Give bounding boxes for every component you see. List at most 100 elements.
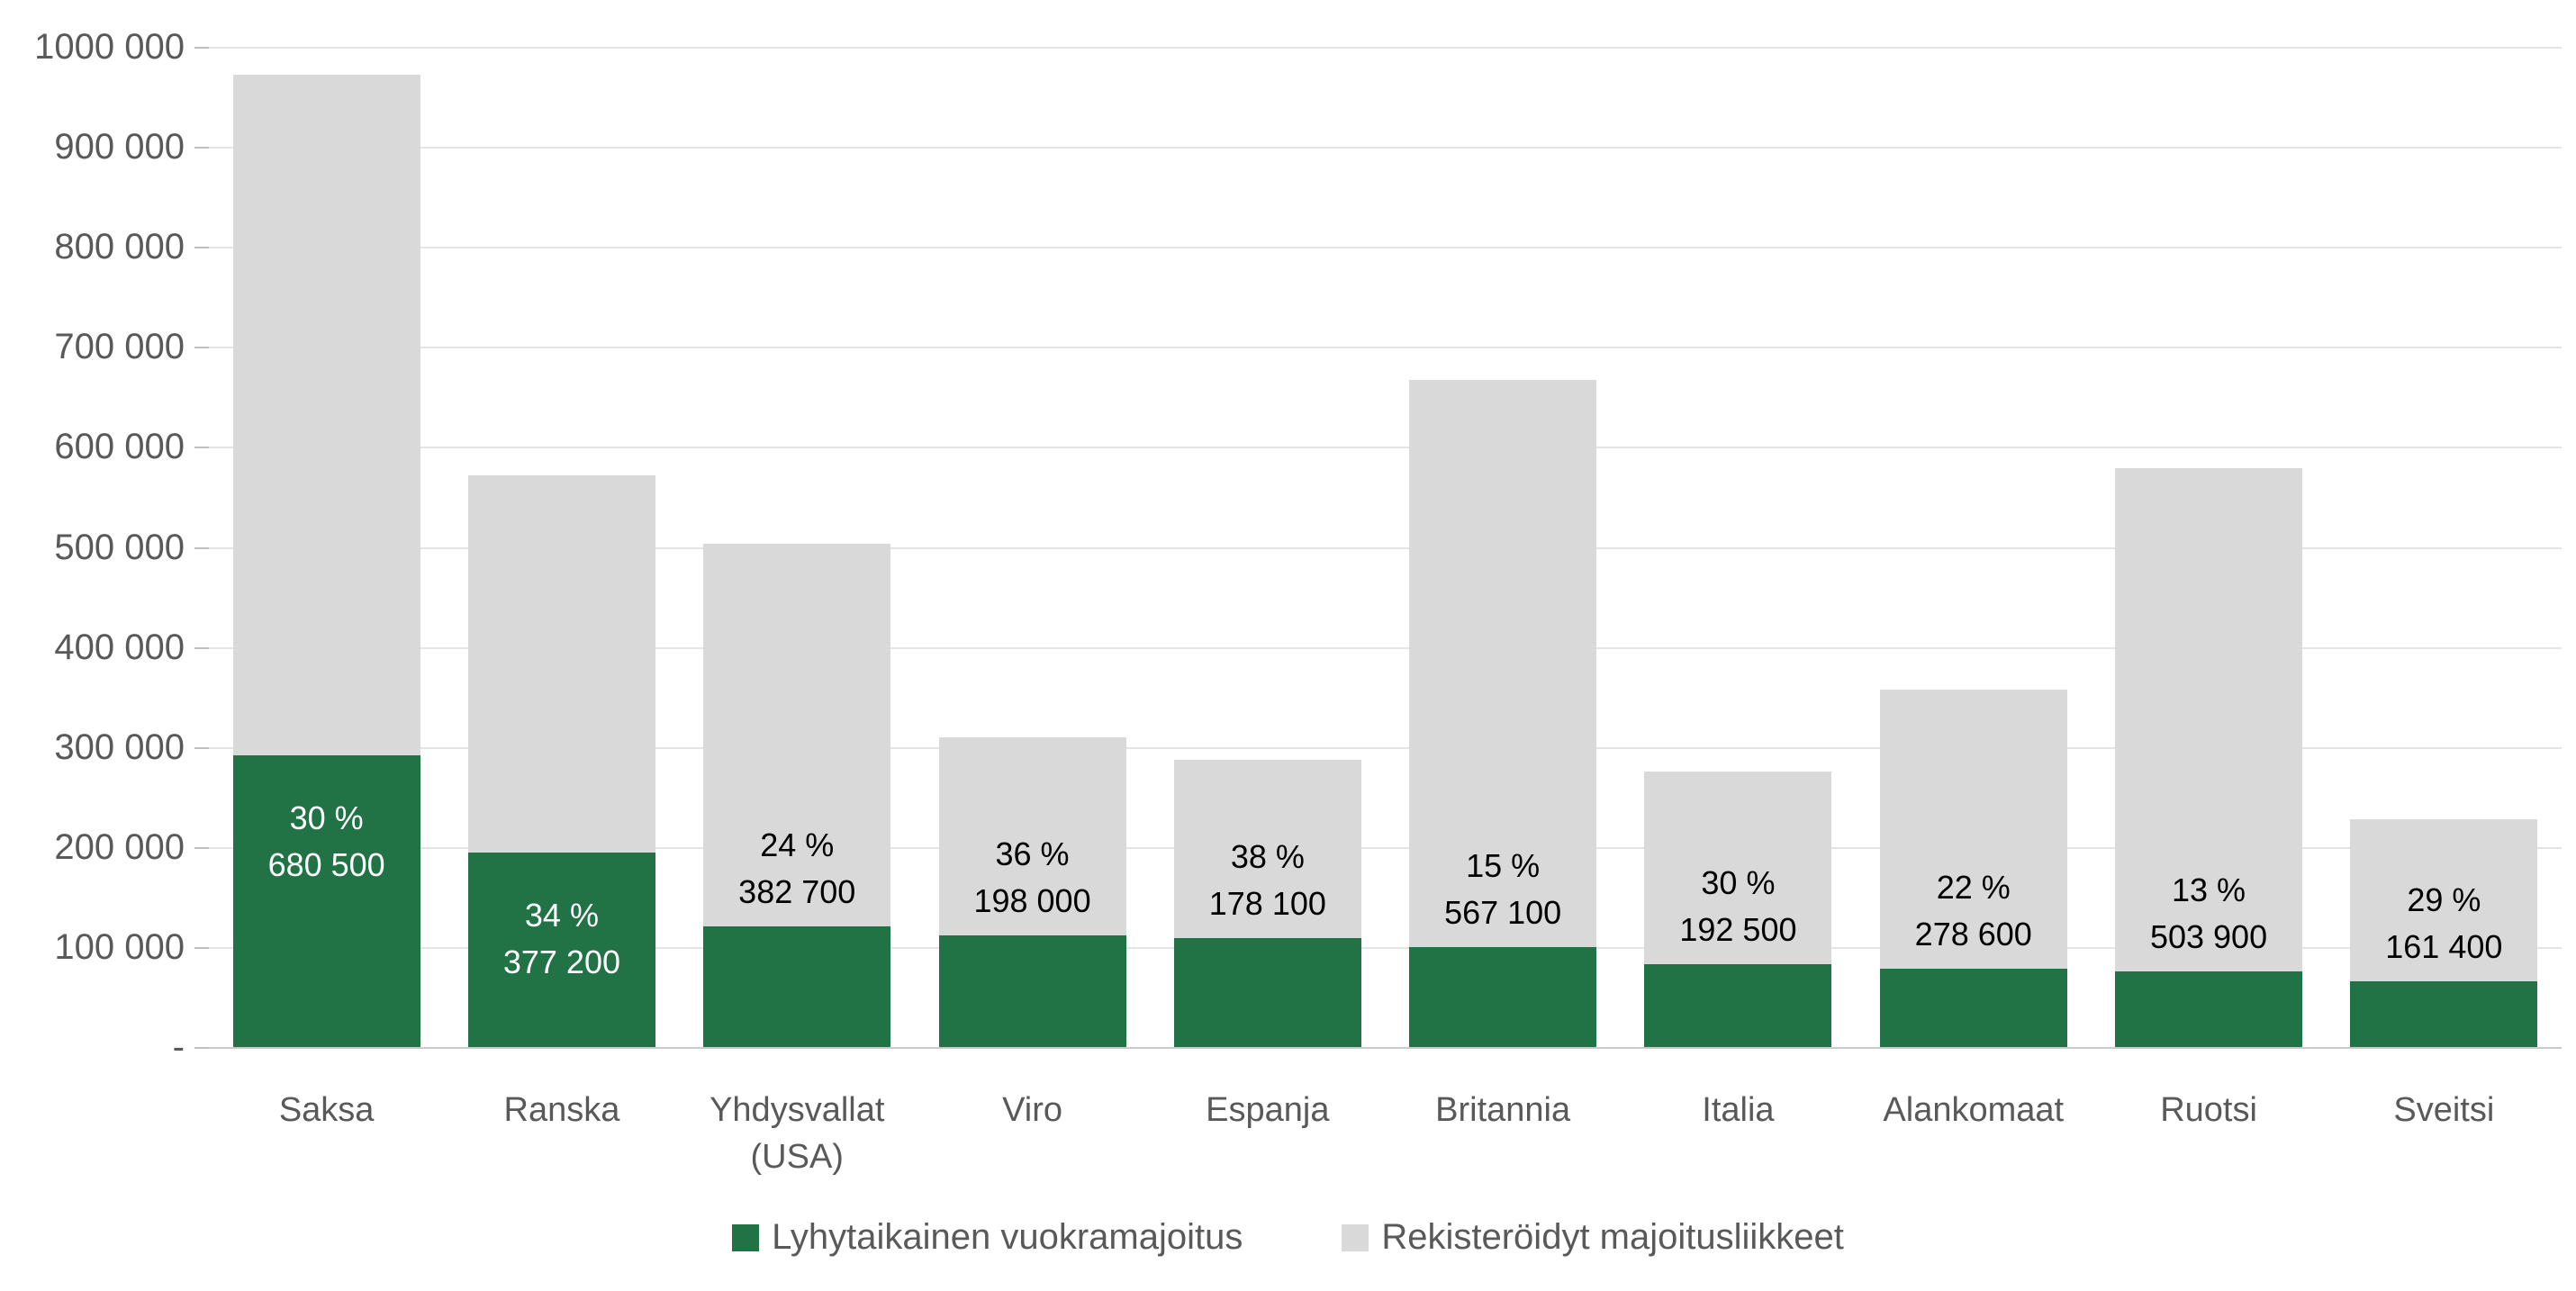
bar-label-value: 178 100 <box>1208 884 1326 922</box>
bar-segment-registered <box>1644 772 1832 965</box>
y-axis-tick-icon <box>194 1047 209 1049</box>
y-gridline <box>209 746 2562 749</box>
legend-label: Rekisteröidyt majoitusliikkeet <box>1381 1217 1844 1257</box>
bar-segment-registered <box>1879 690 2067 969</box>
legend-item-registered-accommodation: Rekisteröidyt majoitusliikkeet <box>1342 1217 1844 1258</box>
bar-segment-short-term <box>1409 946 1597 1047</box>
y-gridline <box>209 546 2562 549</box>
y-axis-label: 300 000 <box>54 727 185 767</box>
bar-data-label: 30 % 680 500 <box>219 795 435 889</box>
bar-label-value: 161 400 <box>2385 927 2503 965</box>
bar-group: 30 % 192 500 <box>1644 772 1832 1047</box>
bar-label-percent: 13 % <box>2172 871 2246 909</box>
bar-group: 36 % 198 000 <box>938 737 1126 1047</box>
x-axis-category-label: Britannia <box>1435 1091 1571 1129</box>
bar-label-value: 382 700 <box>738 872 856 910</box>
bar-label-value: 192 500 <box>1679 911 1797 949</box>
y-axis-label: 600 000 <box>54 427 185 467</box>
bar-label-value: 198 000 <box>973 882 1091 920</box>
x-axis-category-label: Saksa <box>278 1091 375 1129</box>
y-axis-tick-icon <box>194 47 209 49</box>
bar-label-percent: 15 % <box>1466 846 1541 884</box>
y-gridline <box>209 247 2562 249</box>
bar-group: 38 % 178 100 <box>1173 759 1361 1047</box>
x-axis-category-label: Espanja <box>1206 1091 1330 1129</box>
bar-group: 29 % 161 400 <box>2350 819 2538 1047</box>
bar-label-value: 680 500 <box>267 846 385 884</box>
y-gridline <box>209 347 2562 349</box>
bar-group: 34 % 377 200 <box>467 475 655 1047</box>
bar-group: 22 % 278 600 <box>1879 690 2067 1047</box>
bar-segment-short-term <box>1644 964 1832 1047</box>
chart-legend: Lyhytaikainen vuokramajoitus Rekisteröid… <box>0 1217 2576 1258</box>
bar-data-label: 38 % 178 100 <box>1160 834 1376 927</box>
legend-item-short-term-rental: Lyhytaikainen vuokramajoitus <box>732 1217 1243 1258</box>
y-axis-tick-icon <box>194 447 209 449</box>
bar-segment-short-term <box>1173 937 1361 1047</box>
y-axis-tick-icon <box>194 147 209 149</box>
bar-data-label: 13 % 503 900 <box>2101 867 2317 961</box>
y-axis-tick-icon <box>194 247 209 249</box>
bar-label-percent: 30 % <box>1701 864 1776 902</box>
x-axis-category-label: Ruotsi <box>2160 1091 2257 1129</box>
bar-data-label: 30 % 192 500 <box>1630 860 1846 953</box>
bar-label-percent: 22 % <box>1936 868 2011 906</box>
bar-label-value: 503 900 <box>2149 918 2268 956</box>
y-gridline <box>209 47 2562 49</box>
x-axis-category-label: Alankomaat <box>1883 1091 2065 1129</box>
legend-swatch-green-icon <box>732 1223 760 1251</box>
bar-label-percent: 36 % <box>995 835 1070 873</box>
y-axis-label: 700 000 <box>54 327 185 367</box>
bar-segment-short-term <box>467 853 655 1047</box>
bar-segment-short-term <box>938 935 1126 1047</box>
bar-group: 15 % 567 100 <box>1409 379 1597 1047</box>
y-axis-tick-icon <box>194 646 209 649</box>
bar-data-label: 15 % 567 100 <box>1395 843 1611 936</box>
bar-segment-short-term <box>2115 971 2303 1047</box>
y-gridline <box>209 447 2562 449</box>
x-axis-category-label: Viro <box>1002 1091 1062 1129</box>
y-axis-tick-icon <box>194 746 209 749</box>
bar-label-percent: 34 % <box>524 897 599 934</box>
x-axis-category-label: Italia <box>1702 1091 1775 1129</box>
legend-label: Lyhytaikainen vuokramajoitus <box>772 1217 1243 1257</box>
y-axis-label: 100 000 <box>54 926 185 967</box>
bar-group: 13 % 503 900 <box>2115 467 2303 1047</box>
y-axis-label: 200 000 <box>54 826 185 867</box>
bar-segment-short-term <box>703 925 891 1047</box>
bar-segment-registered <box>2350 819 2538 981</box>
y-gridline <box>209 846 2562 849</box>
y-axis-tick-icon <box>194 546 209 549</box>
bar-segment-registered <box>938 737 1126 936</box>
bar-segment-short-term <box>2350 980 2538 1047</box>
bar-segment-registered <box>703 543 891 926</box>
x-axis-baseline <box>209 1047 2562 1049</box>
y-axis-label: 400 000 <box>54 627 185 667</box>
legend-swatch-gray-icon <box>1342 1223 1369 1251</box>
y-axis-label: 800 000 <box>54 227 185 267</box>
x-axis-category-label: Ranska <box>503 1091 620 1129</box>
bar-data-label: 34 % 377 200 <box>454 892 670 986</box>
y-axis-tick-icon <box>194 846 209 849</box>
bar-label-value: 278 600 <box>1914 915 2032 952</box>
bar-data-label: 29 % 161 400 <box>2336 877 2552 971</box>
y-axis-tick-icon <box>194 946 209 949</box>
bar-label-percent: 24 % <box>760 826 835 863</box>
bar-label-value: 377 200 <box>502 943 620 981</box>
bar-segment-registered <box>1173 759 1361 938</box>
bar-segment-registered <box>1409 379 1597 947</box>
x-axis-category-label: Yhdysvallat (USA) <box>710 1091 885 1176</box>
y-gridline <box>209 946 2562 949</box>
bar-segment-registered <box>467 475 655 853</box>
y-gridline <box>209 646 2562 649</box>
bar-group: 24 % 382 700 <box>703 543 891 1047</box>
x-axis-category-label: Sveitsi <box>2393 1091 2495 1129</box>
y-axis-label: - <box>172 1027 185 1067</box>
bar-label-percent: 29 % <box>2407 880 2481 918</box>
bar-segment-short-term <box>1879 968 2067 1047</box>
bar-label-percent: 30 % <box>289 799 364 837</box>
y-axis-label: 1000 000 <box>34 27 185 67</box>
bar-group: 30 % 680 500 <box>232 74 420 1047</box>
y-gridline <box>209 147 2562 149</box>
